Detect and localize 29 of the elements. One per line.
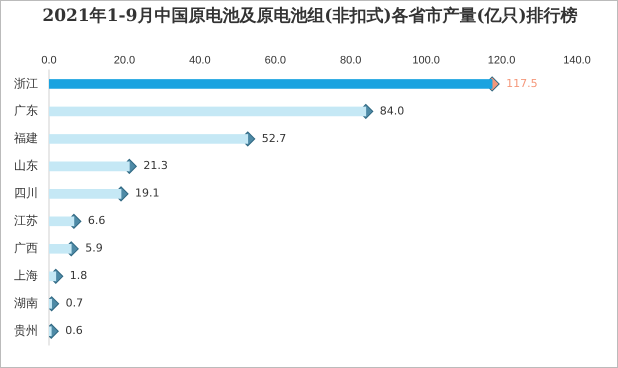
data-label: 0.6	[65, 324, 83, 338]
data-label: 0.7	[66, 296, 84, 310]
data-label: 6.6	[88, 214, 106, 228]
data-label: 1.8	[70, 269, 88, 282]
y-tick-label: 浙江	[14, 76, 38, 90]
y-tick-label: 贵州	[14, 324, 38, 338]
x-tick-label: 40.0	[189, 54, 211, 67]
data-label: 5.9	[85, 242, 103, 255]
data-label: 19.1	[135, 186, 160, 200]
data-label: 52.7	[262, 132, 286, 145]
data-label: 117.5	[506, 76, 538, 90]
x-tick-label: 100.0	[412, 54, 440, 67]
x-tick-label: 120.0	[488, 54, 516, 67]
data-label: 21.3	[143, 159, 168, 172]
chart-title: 2021年1-9月中国原电池及原电池组(非扣式)各省市产量(亿只)排行榜	[41, 5, 579, 27]
x-tick-label: 0.0	[41, 54, 57, 67]
y-tick-label: 湖南	[14, 296, 38, 310]
y-tick-label: 广西	[14, 241, 38, 256]
y-tick-label: 山东	[14, 158, 38, 173]
y-tick-label: 四川	[14, 186, 38, 200]
y-tick-label: 福建	[14, 131, 38, 146]
y-tick-label: 上海	[14, 268, 38, 283]
x-tick-label: 80.0	[340, 54, 362, 67]
x-tick-label: 140.0	[563, 54, 591, 67]
y-tick-label: 江苏	[14, 214, 38, 228]
data-label: 84.0	[380, 104, 404, 118]
x-tick-label: 20.0	[114, 54, 136, 67]
x-tick-label: 60.0	[264, 54, 286, 67]
y-tick-label: 广东	[14, 104, 38, 118]
